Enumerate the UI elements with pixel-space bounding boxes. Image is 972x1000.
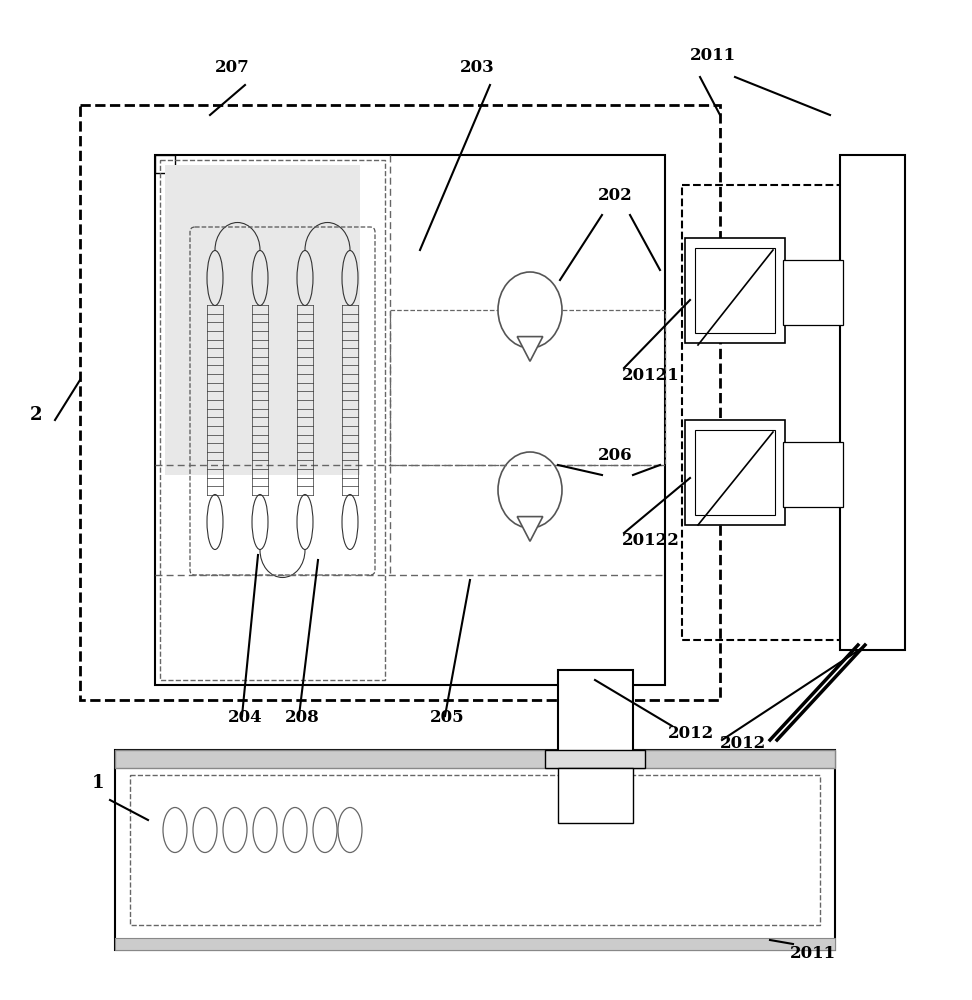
Ellipse shape xyxy=(498,452,562,528)
Polygon shape xyxy=(517,337,542,361)
Text: 208: 208 xyxy=(285,709,320,726)
Bar xyxy=(695,430,775,515)
Bar xyxy=(783,442,843,507)
Ellipse shape xyxy=(498,272,562,348)
Bar xyxy=(115,750,835,950)
Ellipse shape xyxy=(253,808,277,852)
Text: 204: 204 xyxy=(228,709,262,726)
Text: 1: 1 xyxy=(92,774,105,792)
Bar xyxy=(155,155,175,173)
Bar xyxy=(685,238,785,343)
Bar xyxy=(115,750,835,768)
Bar xyxy=(165,165,360,475)
Bar xyxy=(685,420,785,525)
Text: 2011: 2011 xyxy=(790,945,836,962)
Text: 2012: 2012 xyxy=(668,725,714,742)
Bar xyxy=(115,938,835,950)
Bar xyxy=(545,750,645,768)
Text: 203: 203 xyxy=(460,59,495,76)
Bar xyxy=(80,105,720,700)
Bar xyxy=(695,248,775,333)
Text: 2012: 2012 xyxy=(720,735,766,752)
Text: 205: 205 xyxy=(430,709,465,726)
Bar xyxy=(115,938,835,950)
Ellipse shape xyxy=(163,808,187,852)
Text: 202: 202 xyxy=(598,187,633,204)
Bar xyxy=(115,750,835,768)
Bar xyxy=(783,260,843,325)
Bar xyxy=(160,160,385,680)
Bar xyxy=(558,768,633,823)
Ellipse shape xyxy=(313,808,337,852)
Text: 20122: 20122 xyxy=(622,532,679,549)
Bar xyxy=(130,775,820,925)
Bar xyxy=(682,185,867,640)
Ellipse shape xyxy=(338,808,362,852)
Ellipse shape xyxy=(223,808,247,852)
Text: 2011: 2011 xyxy=(690,47,736,64)
Polygon shape xyxy=(517,517,542,541)
Bar xyxy=(155,155,665,685)
Bar xyxy=(390,310,665,465)
Bar xyxy=(840,155,905,650)
Bar xyxy=(558,670,633,752)
Ellipse shape xyxy=(193,808,217,852)
Text: 20121: 20121 xyxy=(622,367,679,384)
Text: 2: 2 xyxy=(30,406,43,424)
Text: 207: 207 xyxy=(215,59,250,76)
Text: 206: 206 xyxy=(598,447,633,464)
Ellipse shape xyxy=(283,808,307,852)
